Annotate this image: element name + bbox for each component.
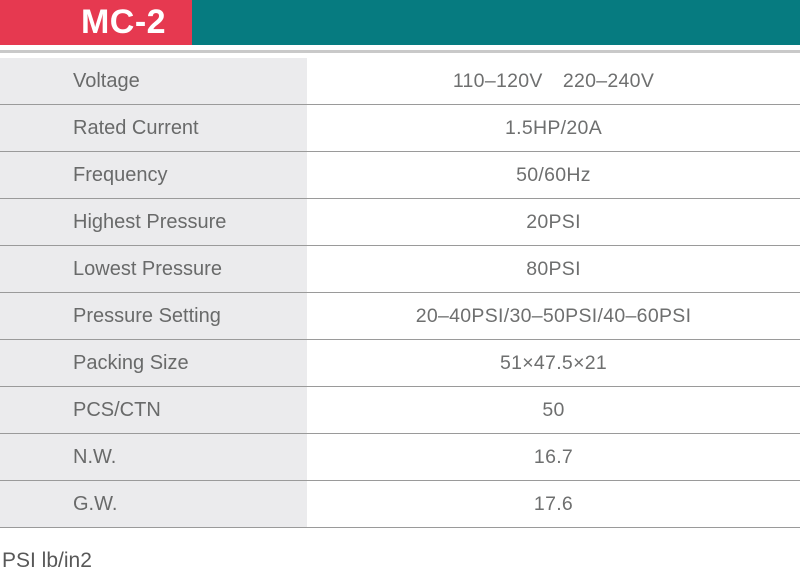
table-row-highest-pressure: Highest Pressure 20PSI <box>0 199 800 246</box>
psi-unit-note: PSI lb/in2 <box>2 549 92 572</box>
row-value: 110–120V 220–240V <box>307 58 800 104</box>
table-row-frequency: Frequency 50/60Hz <box>0 152 800 199</box>
table-row-gross-weight: G.W. 17.6 <box>0 481 800 528</box>
row-label: Highest Pressure <box>0 199 307 245</box>
row-label: PCS/CTN <box>0 387 307 433</box>
model-badge: MC-2 <box>0 0 192 45</box>
table-row-packing-size: Packing Size 51×47.5×21 <box>0 340 800 387</box>
row-label: Packing Size <box>0 340 307 386</box>
table-row-rated-current: Rated Current 1.5HP/20A <box>0 105 800 152</box>
row-label: Rated Current <box>0 105 307 151</box>
row-value: 20–40PSI/30–50PSI/40–60PSI <box>307 293 800 339</box>
model-label: MC-2 <box>80 3 167 41</box>
table-row-lowest-pressure: Lowest Pressure 80PSI <box>0 246 800 293</box>
row-value: 80PSI <box>307 246 800 292</box>
header-bar: MC-2 <box>0 0 800 45</box>
row-label: Frequency <box>0 152 307 198</box>
header-shadow-divider <box>0 50 800 53</box>
row-label: Voltage <box>0 58 307 104</box>
table-row-net-weight: N.W. 16.7 <box>0 434 800 481</box>
row-label: Pressure Setting <box>0 293 307 339</box>
row-value: 50 <box>307 387 800 433</box>
table-row-voltage: Voltage 110–120V 220–240V <box>0 58 800 105</box>
row-value: 17.6 <box>307 481 800 527</box>
spec-table: Voltage 110–120V 220–240V Rated Current … <box>0 58 800 528</box>
table-row-pressure-setting: Pressure Setting 20–40PSI/30–50PSI/40–60… <box>0 293 800 340</box>
row-value: 20PSI <box>307 199 800 245</box>
row-value: 1.5HP/20A <box>307 105 800 151</box>
table-row-pcs-ctn: PCS/CTN 50 <box>0 387 800 434</box>
row-value: 50/60Hz <box>307 152 800 198</box>
row-label: G.W. <box>0 481 307 527</box>
row-label: Lowest Pressure <box>0 246 307 292</box>
row-value: 16.7 <box>307 434 800 480</box>
row-label: N.W. <box>0 434 307 480</box>
row-value: 51×47.5×21 <box>307 340 800 386</box>
